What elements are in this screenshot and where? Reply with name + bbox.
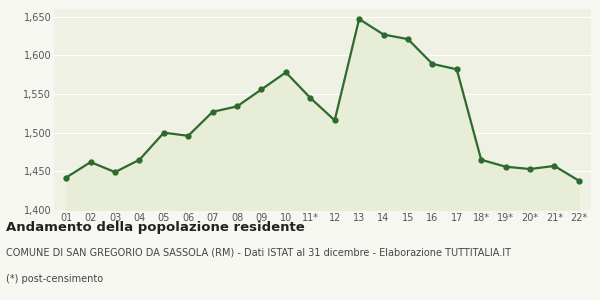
- Text: COMUNE DI SAN GREGORIO DA SASSOLA (RM) - Dati ISTAT al 31 dicembre - Elaborazion: COMUNE DI SAN GREGORIO DA SASSOLA (RM) -…: [6, 248, 511, 257]
- Text: (*) post-censimento: (*) post-censimento: [6, 274, 103, 284]
- Text: Andamento della popolazione residente: Andamento della popolazione residente: [6, 220, 305, 233]
